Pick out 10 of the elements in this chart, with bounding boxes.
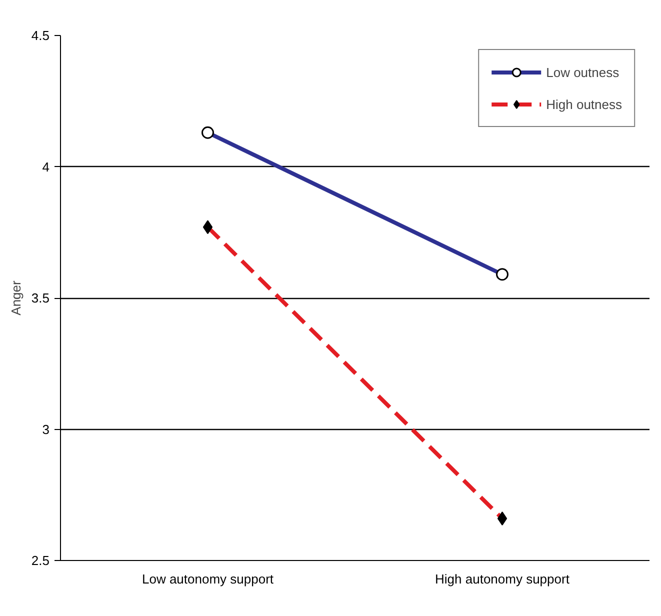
y-tick-label: 3 <box>42 422 50 437</box>
y-axis-title: Anger <box>8 280 24 316</box>
y-tick-label: 4.5 <box>31 28 50 43</box>
x-tick-label: Low autonomy support <box>142 572 274 586</box>
y-tick-label: 2.5 <box>31 553 50 568</box>
legend-label: High outness <box>546 96 622 112</box>
legend-label: Low outness <box>546 64 620 80</box>
x-tick-label: High autonomy support <box>435 572 570 586</box>
y-tick-label: 3.5 <box>31 290 50 306</box>
y-tick-label: 4 <box>42 159 50 174</box>
